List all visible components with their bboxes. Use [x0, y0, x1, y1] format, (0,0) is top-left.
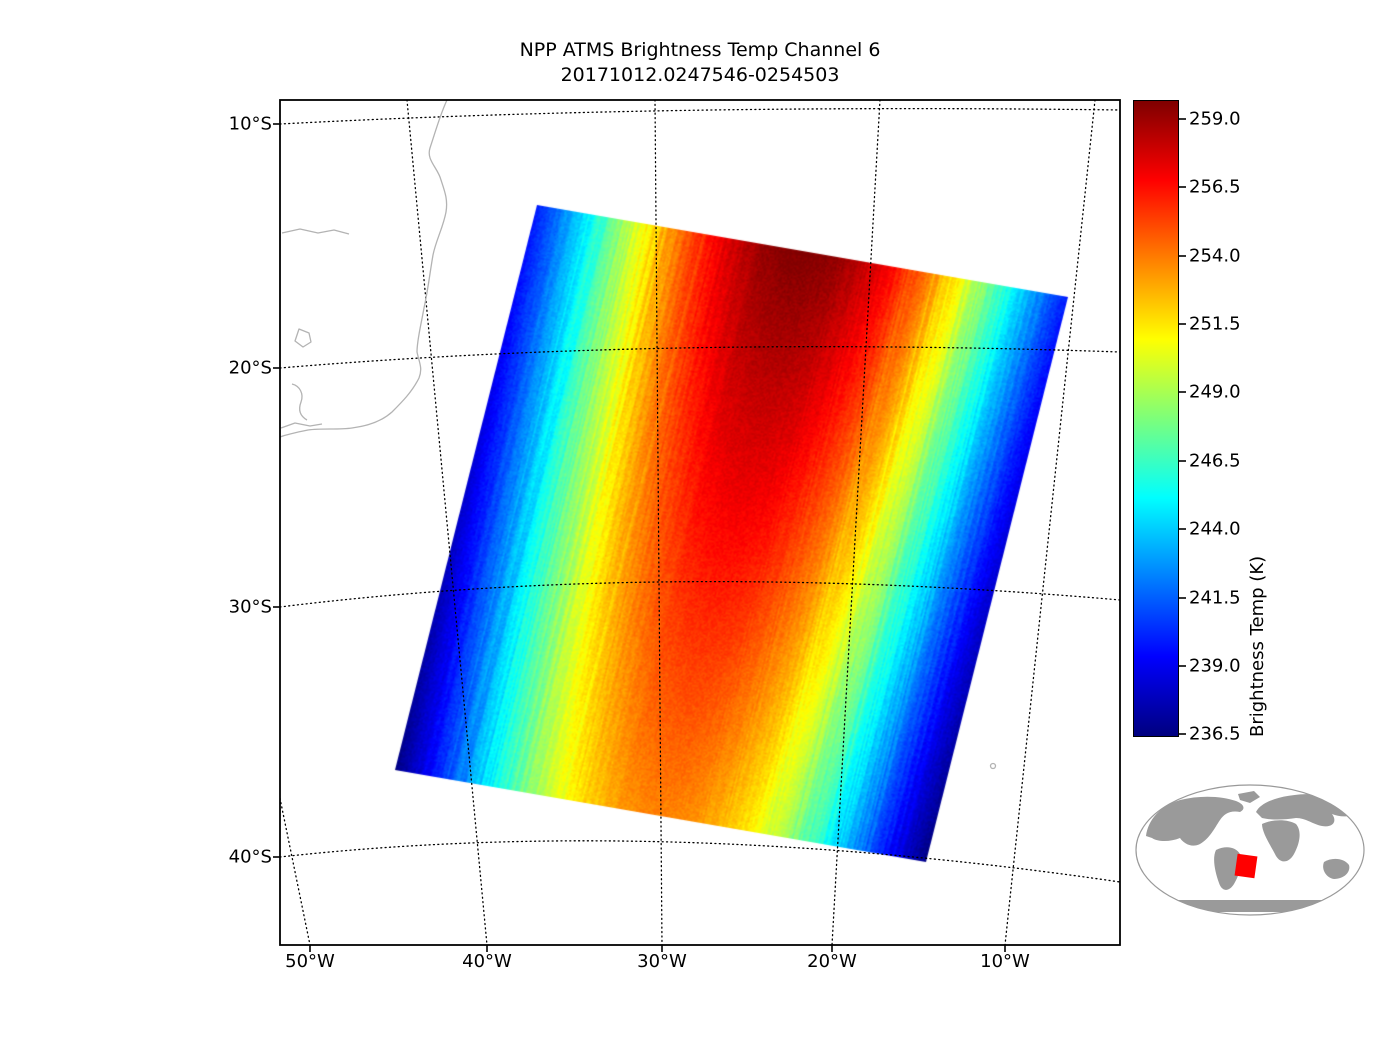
coastline-inland-2	[295, 329, 311, 347]
lon-gridline-30w	[655, 100, 662, 945]
colorbar-tickmarks	[1179, 119, 1186, 734]
x-tick-10w: 10°W	[980, 951, 1030, 972]
lat-gridline-40s	[280, 841, 1120, 882]
x-tick-20w: 20°W	[807, 951, 857, 972]
y-tick-40s: 40°S	[229, 847, 272, 868]
coastline-inland-3	[292, 384, 307, 420]
lat-gridline-30s	[280, 582, 1120, 607]
y-tick-30s: 30°S	[229, 597, 272, 618]
coastline	[280, 100, 447, 437]
lon-gridline-50w	[137, 100, 310, 945]
chart-title: NPP ATMS Brightness Temp Channel 6	[280, 38, 1120, 63]
y-tick-10s: 10°S	[229, 114, 272, 135]
swath-footprint-marker	[1235, 854, 1258, 879]
lon-gridline-10w	[1005, 100, 1095, 945]
coastline-inland-1	[282, 229, 349, 234]
colorbar-tick: 246.5	[1189, 451, 1241, 472]
x-tick-30w: 30°W	[637, 951, 687, 972]
globe-inset	[1136, 785, 1364, 915]
colorbar-tick: 241.5	[1189, 588, 1241, 609]
y-axis-tickmarks	[273, 124, 280, 857]
title-block: NPP ATMS Brightness Temp Channel 6 20171…	[280, 38, 1120, 88]
lat-gridline-20s	[280, 347, 1120, 368]
island-outline	[991, 764, 996, 769]
x-tick-50w: 50°W	[285, 951, 335, 972]
lon-gridline-20w	[832, 100, 880, 945]
colorbar-tick: 256.5	[1189, 177, 1241, 198]
coastline-inland-4	[281, 423, 322, 428]
x-tick-40w: 40°W	[462, 951, 512, 972]
colorbar-tick: 251.5	[1189, 314, 1241, 335]
colorbar-tick: 259.0	[1189, 109, 1241, 130]
colorbar-gradient	[1133, 100, 1179, 737]
colorbar-tick: 239.0	[1189, 656, 1241, 677]
colorbar-tick: 249.0	[1189, 382, 1241, 403]
y-tick-20s: 20°S	[229, 358, 272, 379]
plot-frame	[280, 100, 1120, 945]
lon-gridline-40w	[407, 100, 487, 945]
land-antarctica	[1136, 900, 1364, 912]
lat-gridline-10s	[280, 109, 1120, 124]
colorbar-tick: 236.5	[1189, 724, 1241, 745]
chart-subtitle: 20171012.0247546-0254503	[280, 63, 1120, 88]
figure: NPP ATMS Brightness Temp Channel 6 20171…	[0, 0, 1400, 1050]
colorbar-label: Brightness Temp (K)	[1247, 100, 1268, 737]
colorbar-tick: 254.0	[1189, 246, 1241, 267]
colorbar-tick: 244.0	[1189, 519, 1241, 540]
